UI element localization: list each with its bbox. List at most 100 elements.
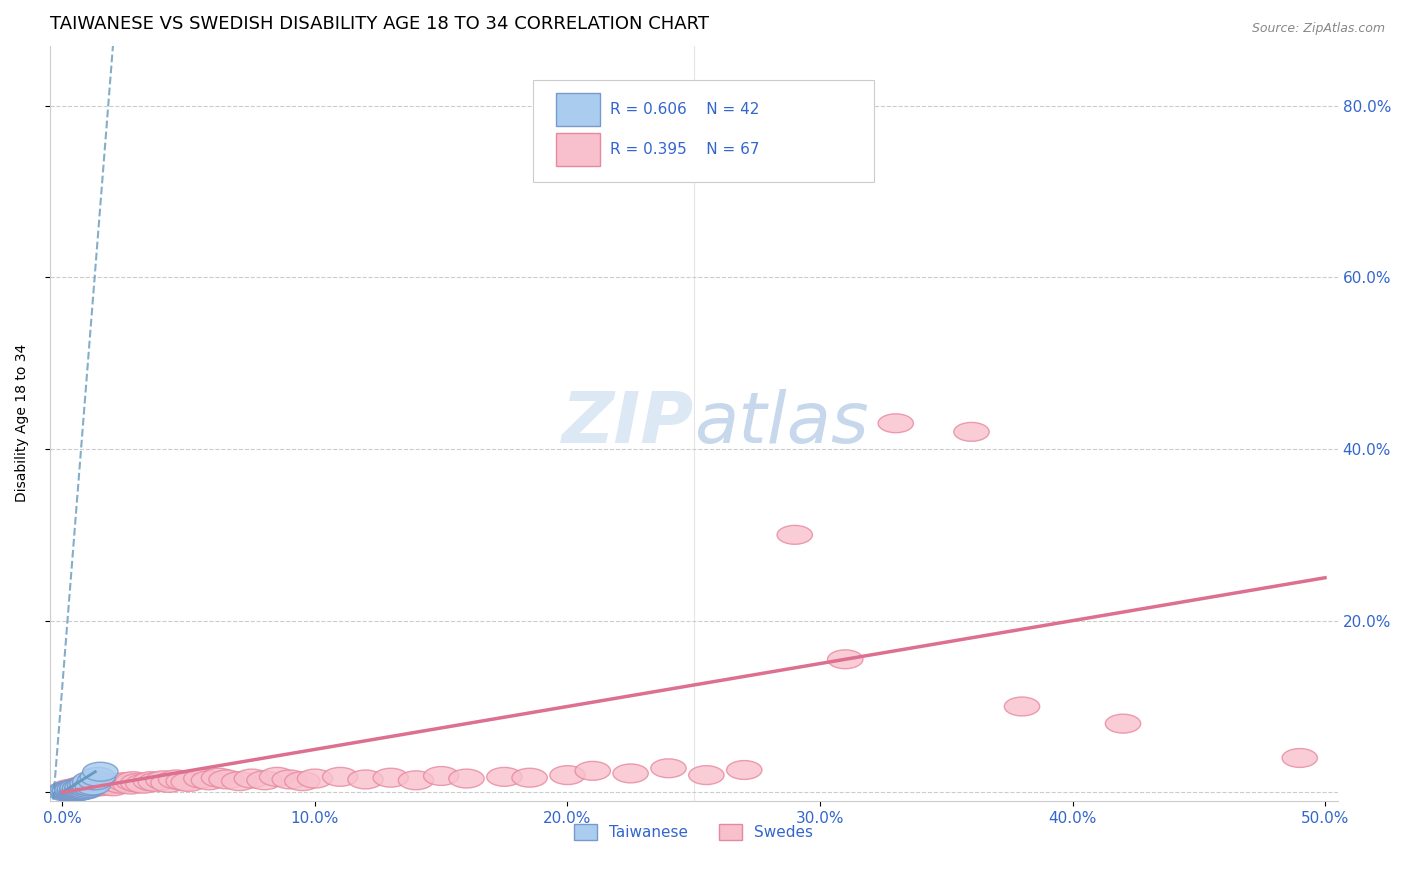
Ellipse shape: [62, 777, 98, 796]
Ellipse shape: [62, 780, 98, 798]
Ellipse shape: [75, 776, 111, 795]
Ellipse shape: [62, 781, 98, 800]
Ellipse shape: [201, 768, 236, 787]
Text: Source: ZipAtlas.com: Source: ZipAtlas.com: [1251, 22, 1385, 36]
Ellipse shape: [108, 772, 143, 791]
Ellipse shape: [150, 773, 186, 792]
Ellipse shape: [49, 781, 86, 800]
Ellipse shape: [65, 780, 100, 799]
Ellipse shape: [77, 776, 112, 795]
Text: atlas: atlas: [693, 389, 869, 458]
FancyBboxPatch shape: [555, 133, 600, 166]
Ellipse shape: [62, 780, 98, 799]
Ellipse shape: [73, 772, 108, 790]
Ellipse shape: [58, 779, 93, 797]
Ellipse shape: [166, 772, 201, 790]
Ellipse shape: [172, 772, 207, 791]
Y-axis label: Disability Age 18 to 34: Disability Age 18 to 34: [15, 344, 30, 502]
Ellipse shape: [70, 779, 105, 797]
Ellipse shape: [70, 774, 105, 793]
Ellipse shape: [90, 773, 125, 792]
Ellipse shape: [49, 782, 86, 801]
Ellipse shape: [60, 782, 96, 801]
Ellipse shape: [1004, 697, 1039, 716]
Ellipse shape: [52, 781, 87, 800]
Ellipse shape: [347, 770, 384, 789]
Ellipse shape: [65, 778, 100, 797]
Ellipse shape: [70, 779, 105, 797]
Ellipse shape: [271, 770, 308, 789]
Ellipse shape: [879, 414, 914, 433]
Ellipse shape: [75, 778, 111, 797]
Ellipse shape: [70, 775, 105, 794]
Ellipse shape: [55, 782, 90, 801]
Ellipse shape: [373, 768, 408, 787]
Ellipse shape: [112, 775, 148, 794]
Ellipse shape: [93, 775, 128, 794]
Ellipse shape: [297, 769, 333, 788]
Ellipse shape: [55, 782, 90, 801]
Ellipse shape: [52, 781, 87, 800]
Ellipse shape: [73, 777, 108, 796]
Ellipse shape: [727, 761, 762, 780]
Ellipse shape: [62, 779, 98, 797]
Text: R = 0.606    N = 42: R = 0.606 N = 42: [610, 103, 759, 118]
Ellipse shape: [100, 773, 136, 792]
Ellipse shape: [65, 779, 100, 797]
Ellipse shape: [55, 781, 90, 800]
Ellipse shape: [87, 776, 124, 795]
Ellipse shape: [486, 767, 522, 786]
Ellipse shape: [60, 780, 96, 799]
Ellipse shape: [284, 772, 321, 790]
Ellipse shape: [86, 774, 121, 793]
Ellipse shape: [689, 765, 724, 785]
Ellipse shape: [651, 759, 686, 778]
Ellipse shape: [58, 781, 93, 800]
Ellipse shape: [550, 765, 585, 785]
Ellipse shape: [60, 781, 96, 800]
Ellipse shape: [184, 769, 219, 788]
Ellipse shape: [83, 777, 118, 796]
Ellipse shape: [146, 771, 181, 789]
Legend: Taiwanese, Swedes: Taiwanese, Swedes: [568, 818, 820, 847]
Ellipse shape: [613, 764, 648, 783]
Text: ZIP: ZIP: [561, 389, 693, 458]
Ellipse shape: [60, 780, 96, 798]
Ellipse shape: [58, 780, 93, 799]
Ellipse shape: [1105, 714, 1140, 733]
FancyBboxPatch shape: [533, 79, 875, 182]
Ellipse shape: [953, 423, 990, 442]
Text: TAIWANESE VS SWEDISH DISABILITY AGE 18 TO 34 CORRELATION CHART: TAIWANESE VS SWEDISH DISABILITY AGE 18 T…: [49, 15, 709, 33]
Ellipse shape: [67, 780, 103, 799]
FancyBboxPatch shape: [555, 94, 600, 127]
Ellipse shape: [60, 780, 96, 798]
Ellipse shape: [449, 769, 484, 788]
Ellipse shape: [55, 780, 90, 799]
Ellipse shape: [260, 767, 295, 786]
Ellipse shape: [96, 777, 131, 796]
Ellipse shape: [512, 768, 547, 787]
Ellipse shape: [52, 780, 87, 798]
Ellipse shape: [80, 767, 115, 786]
Ellipse shape: [828, 650, 863, 669]
Ellipse shape: [62, 780, 98, 799]
Ellipse shape: [103, 774, 138, 793]
Ellipse shape: [52, 782, 87, 801]
Ellipse shape: [67, 776, 103, 795]
Ellipse shape: [48, 782, 83, 801]
Ellipse shape: [423, 766, 458, 786]
Ellipse shape: [1282, 748, 1317, 767]
Ellipse shape: [55, 780, 90, 799]
Ellipse shape: [77, 771, 112, 789]
Ellipse shape: [209, 770, 245, 789]
Ellipse shape: [58, 780, 93, 798]
Ellipse shape: [125, 774, 160, 793]
Ellipse shape: [62, 779, 98, 797]
Ellipse shape: [159, 770, 194, 789]
Ellipse shape: [73, 777, 108, 796]
Ellipse shape: [235, 769, 270, 788]
Ellipse shape: [138, 772, 173, 791]
Ellipse shape: [67, 776, 103, 795]
Ellipse shape: [67, 780, 103, 798]
Ellipse shape: [80, 775, 115, 794]
